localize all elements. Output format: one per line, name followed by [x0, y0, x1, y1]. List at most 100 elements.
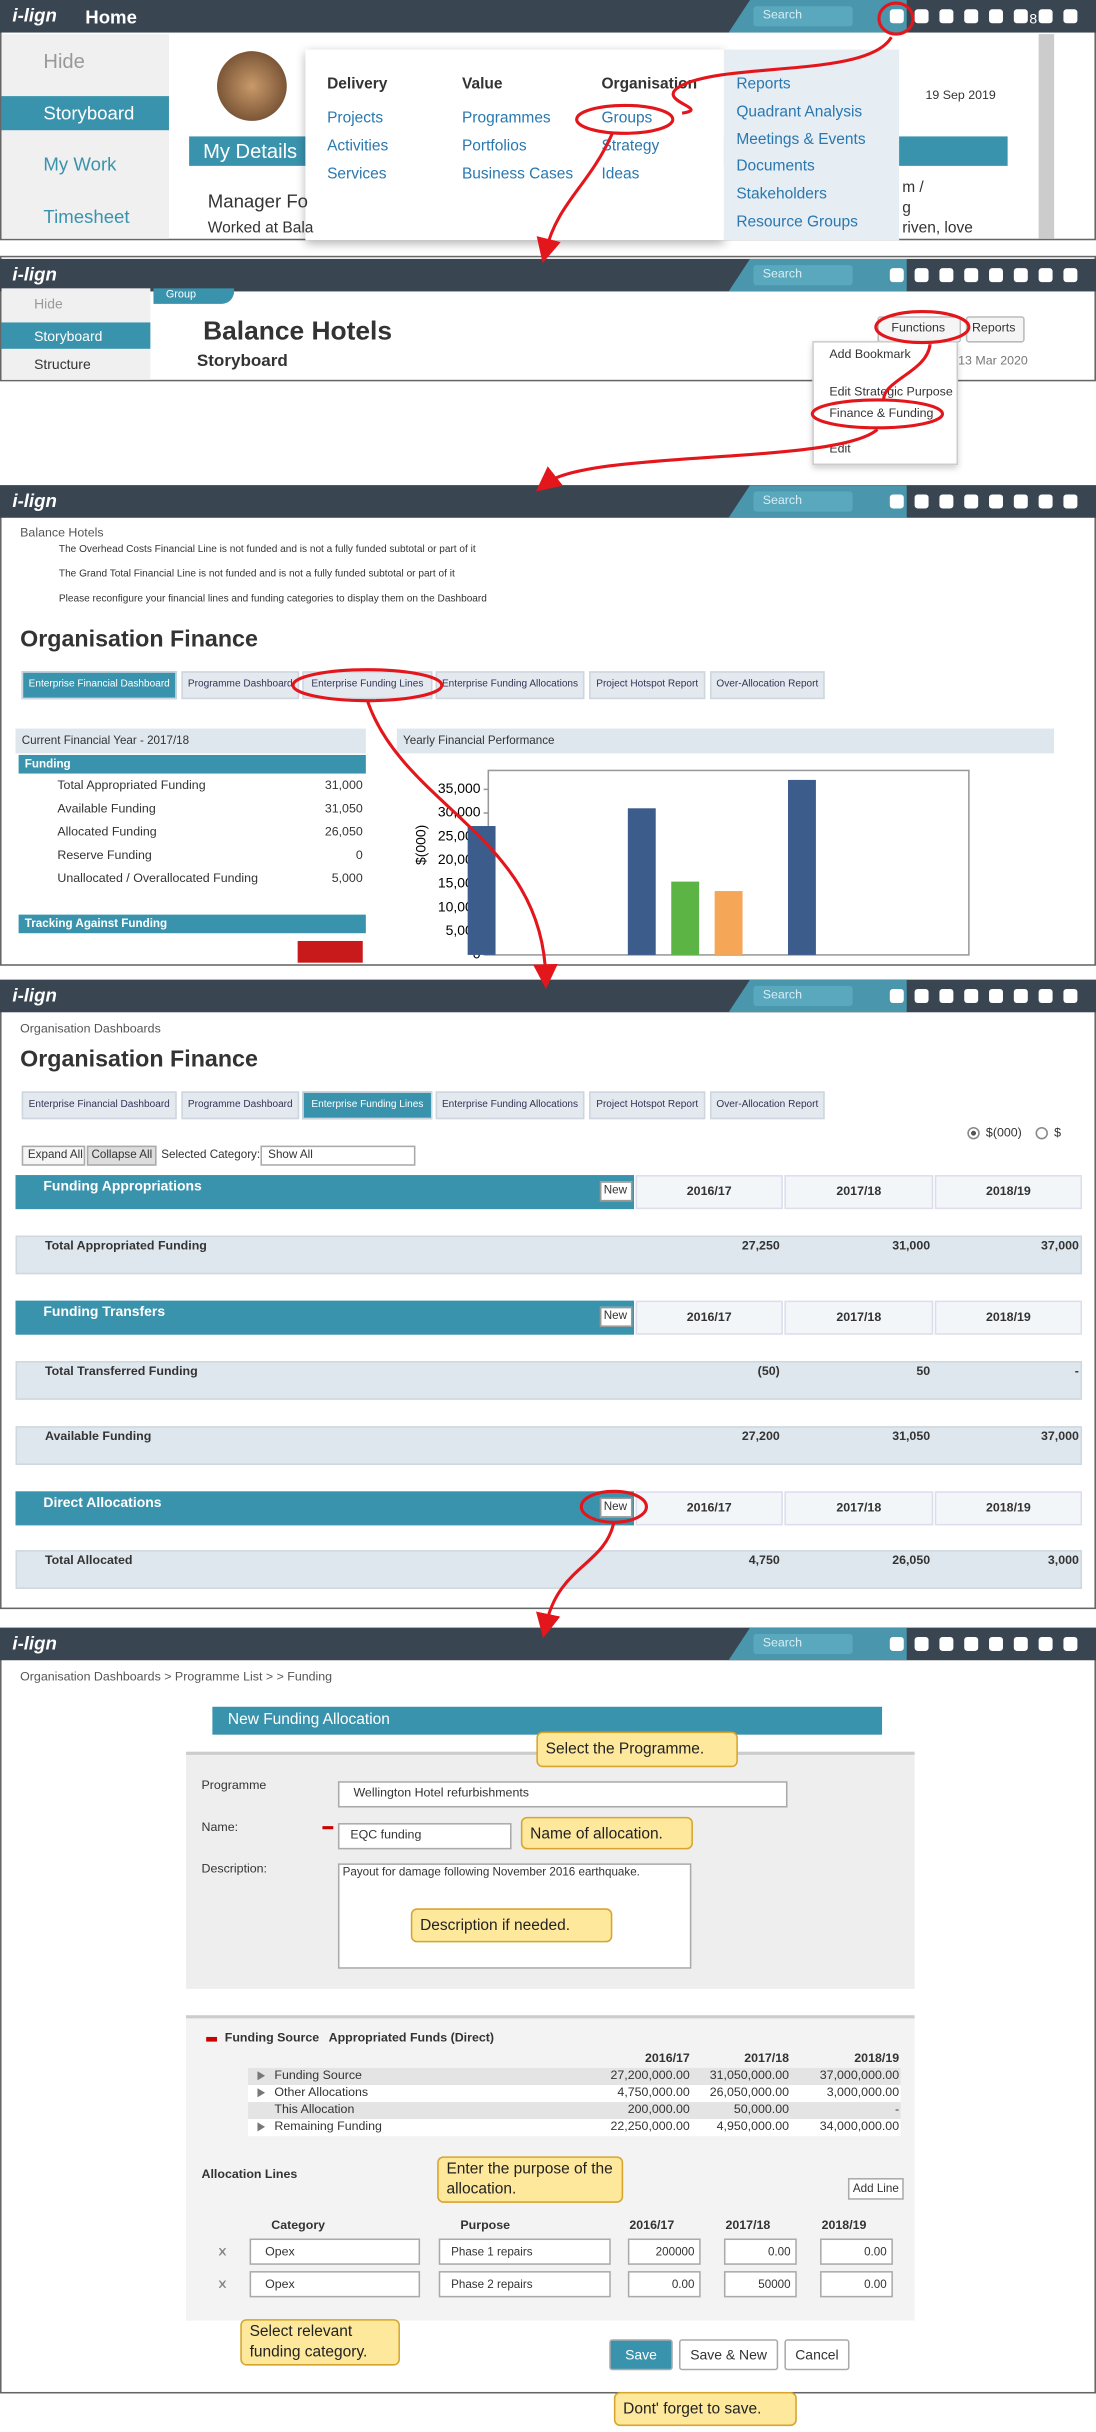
button-label[interactable]: Functions [891, 320, 946, 335]
dropdown-item[interactable]: Finance & Funding [829, 406, 934, 421]
tab-label[interactable]: Enterprise Financial Dashboard [28, 1099, 170, 1110]
input[interactable] [723, 2271, 797, 2298]
button-label[interactable]: New [603, 1308, 628, 1323]
tab-label[interactable]: Over-Allocation Report [716, 678, 819, 690]
toolbar-icon[interactable] [1013, 494, 1028, 509]
menu-link[interactable]: Documents [736, 158, 815, 176]
textarea-value[interactable]: Payout for damage following November 201… [342, 1864, 640, 1879]
toolbar-icon[interactable] [989, 1637, 1003, 1651]
tab[interactable] [181, 1091, 300, 1120]
dropdown-item[interactable]: Edit Strategic Purpose [829, 384, 953, 399]
input-value[interactable]: 0.00 [864, 2277, 887, 2292]
tab[interactable] [435, 1091, 585, 1120]
menu-item[interactable]: Strategy [601, 137, 660, 156]
button-label[interactable]: Cancel [795, 2347, 839, 2363]
menu-link[interactable]: Meetings & Events [736, 131, 866, 149]
tab[interactable] [709, 1091, 825, 1120]
toolbar-icon[interactable] [1063, 268, 1078, 283]
button-label[interactable]: Save [625, 2347, 657, 2363]
search-box[interactable] [753, 265, 853, 286]
remove-icon[interactable] [218, 2280, 227, 2289]
toolbar-icon[interactable] [914, 1637, 929, 1651]
toolbar-icon[interactable] [1038, 494, 1053, 509]
toolbar-icon[interactable] [939, 268, 954, 283]
input-value[interactable]: 50000 [758, 2277, 791, 2292]
toolbar-icon[interactable] [939, 989, 954, 1003]
select[interactable] [260, 1145, 416, 1166]
menu-item[interactable]: Business Cases [461, 165, 574, 183]
toolbar-icon[interactable] [989, 989, 1003, 1003]
tab-label[interactable]: Project Hotspot Report [596, 1099, 699, 1110]
input-value[interactable]: 0.00 [864, 2244, 887, 2259]
toolbar-icon[interactable] [989, 268, 1003, 283]
tab-label[interactable]: Programme Dashboard [187, 678, 293, 690]
dropdown-item[interactable]: Edit [829, 441, 851, 456]
toolbar-icon[interactable] [989, 494, 1003, 509]
sidebar-item[interactable]: Storyboard [34, 328, 103, 345]
tab[interactable] [589, 671, 706, 700]
tab-label[interactable]: Programme Dashboard [187, 1099, 293, 1110]
toolbar-icon[interactable] [914, 989, 929, 1003]
menu-link[interactable]: Reports [736, 75, 791, 94]
toolbar-icon[interactable] [889, 268, 904, 283]
search-box[interactable] [753, 985, 853, 1007]
input[interactable] [438, 2238, 611, 2265]
radio[interactable] [967, 1126, 980, 1140]
input-value[interactable]: 200000 [655, 2244, 695, 2259]
toolbar-icon[interactable] [964, 494, 979, 509]
tab-label[interactable]: Over-Allocation Report [716, 1099, 819, 1110]
button[interactable] [847, 2178, 904, 2200]
input[interactable] [723, 2238, 797, 2265]
tab[interactable] [21, 671, 177, 700]
search-box[interactable] [753, 491, 853, 512]
tab-label[interactable]: Enterprise Funding Lines [311, 1099, 424, 1110]
input[interactable] [337, 1823, 512, 1850]
sidebar-item[interactable]: My Work [43, 153, 117, 176]
input[interactable] [627, 2238, 701, 2265]
tab-label[interactable]: Enterprise Funding Allocations [441, 678, 579, 690]
toolbar-icon[interactable] [889, 989, 904, 1003]
button-label[interactable]: Reports [971, 320, 1016, 335]
select[interactable] [249, 2271, 421, 2298]
toolbar-icon[interactable] [1013, 268, 1028, 283]
tab-label[interactable]: Enterprise Financial Dashboard [28, 678, 170, 690]
remove-icon[interactable] [218, 2247, 227, 2256]
tab[interactable] [21, 1091, 177, 1120]
search-box[interactable] [753, 1633, 853, 1655]
button[interactable] [599, 1181, 633, 1202]
menu-item[interactable]: Services [327, 165, 387, 183]
menu-link[interactable]: Resource Groups [736, 213, 858, 231]
toolbar-icon[interactable] [1063, 989, 1078, 1003]
select-value[interactable]: Opex [265, 2244, 295, 2259]
toolbar-icon[interactable] [1013, 1637, 1028, 1651]
search-box[interactable] [753, 6, 853, 27]
menu-item[interactable]: Ideas [601, 165, 640, 183]
toolbar-icon[interactable] [939, 494, 954, 509]
radio[interactable] [1035, 1126, 1048, 1140]
sidebar-item[interactable]: Structure [34, 356, 91, 373]
toolbar-icon[interactable] [914, 494, 929, 509]
toolbar-icon[interactable] [1013, 9, 1028, 24]
button[interactable] [678, 2339, 779, 2371]
button-label[interactable]: Save & New [690, 2347, 767, 2363]
dropdown-item[interactable]: Add Bookmark [829, 347, 911, 362]
input[interactable] [820, 2271, 893, 2298]
menu-link[interactable]: Quadrant Analysis [736, 103, 863, 121]
input-value[interactable]: Phase 2 repairs [451, 2277, 533, 2292]
toolbar-icon[interactable] [964, 9, 979, 24]
tab-label[interactable]: Project Hotspot Report [596, 678, 699, 690]
select-value[interactable]: Opex [265, 2277, 295, 2292]
select[interactable] [337, 1781, 788, 1808]
tab[interactable] [435, 671, 585, 700]
toolbar-icon[interactable] [989, 9, 1003, 24]
toolbar-icon[interactable] [1013, 989, 1028, 1003]
menu-item[interactable]: Programmes [461, 110, 551, 128]
toolbar-icon[interactable] [1063, 494, 1078, 509]
toolbar-icon[interactable] [1038, 9, 1053, 24]
toolbar-icon[interactable] [964, 989, 979, 1003]
toolbar-icon[interactable] [1063, 9, 1078, 24]
toolbar-icon[interactable] [939, 1637, 954, 1651]
button-label[interactable]: New [603, 1182, 628, 1197]
toolbar-icon[interactable] [964, 268, 979, 283]
tab[interactable] [181, 671, 300, 700]
